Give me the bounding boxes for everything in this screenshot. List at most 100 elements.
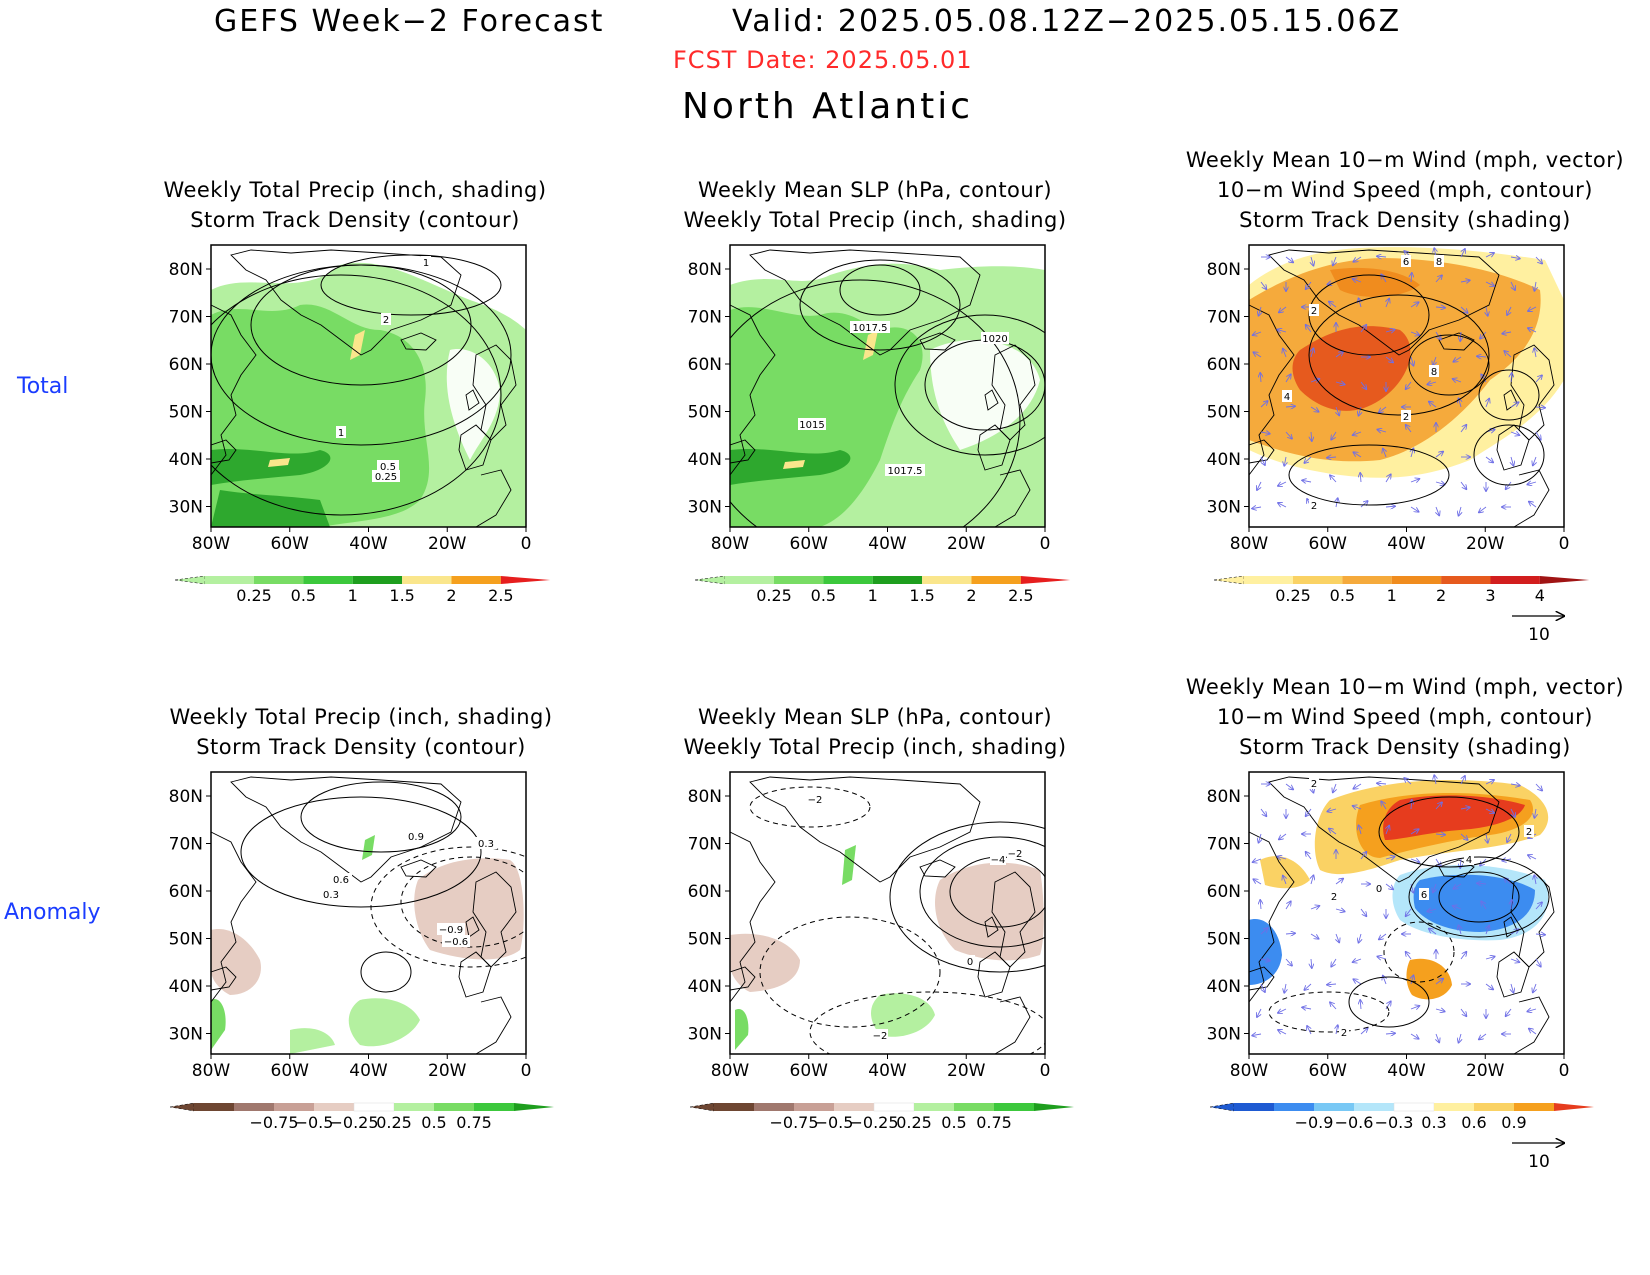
coastline (994, 996, 1031, 1054)
colorbar-swatch (1393, 1102, 1435, 1112)
contour-label-bg (336, 426, 346, 438)
wind-vector (1504, 351, 1512, 358)
colorbar-swatch (1434, 1103, 1474, 1111)
lat-tick-label: 30N (169, 1025, 203, 1045)
colorbar-swatch (922, 576, 972, 584)
wind-vector (1311, 256, 1313, 266)
contour-label-bg (421, 256, 431, 268)
wind-vector (1285, 406, 1295, 407)
wind-vector (1435, 834, 1445, 835)
coastline (472, 871, 517, 968)
coastline (211, 966, 237, 991)
contour-label-bg (381, 313, 391, 325)
wind-vector (1260, 900, 1261, 910)
colorbar-swatch (1514, 1103, 1554, 1111)
colorbar-label: 1 (868, 586, 878, 605)
coastline (1513, 996, 1550, 1054)
colorbar-label: 0.25 (1275, 586, 1311, 605)
coastline (1513, 469, 1550, 527)
wind-vector (1333, 256, 1336, 265)
contour-label: 0.3 (323, 890, 339, 901)
panel-title-total-wind: Weekly Mean 10−m Wind (mph, vector) 10−m… (1185, 148, 1625, 232)
lon-tick-label: 20W (947, 534, 986, 554)
wind-vector (1385, 857, 1395, 859)
lat-tick-label: 30N (1207, 498, 1241, 518)
wind-vector (1429, 929, 1437, 935)
coastline (458, 951, 492, 998)
wind-vector (1310, 379, 1319, 382)
wind-vector (1330, 475, 1337, 483)
contour-label-bg (442, 935, 470, 947)
colorbar-swatch (1391, 576, 1442, 584)
wind-vector (1353, 979, 1362, 985)
contour-label-bg (1309, 304, 1319, 316)
wind-vector (1277, 330, 1287, 332)
colorbar-label: −0.5 (815, 1113, 854, 1132)
wind-vector (1435, 802, 1442, 810)
coastline (991, 871, 1036, 968)
colorbar-swatch (774, 576, 824, 584)
coastline (994, 469, 1031, 527)
wind-vector (1535, 431, 1541, 440)
contour-label: 2 (1526, 827, 1532, 838)
wind-vector (1535, 256, 1542, 264)
wind-vector (1311, 958, 1312, 968)
wind-vector (1511, 373, 1512, 383)
colorbar-swatch (954, 1103, 994, 1111)
coastline (984, 389, 999, 411)
map-anom-precip: 0.9 0.3 0.6 0.3 −0.9−0.6 80N 70N 60N 50N 40N 30N 80… (169, 771, 531, 1081)
contour-line (1348, 976, 1430, 1028)
contour-label: 0 (1376, 884, 1382, 895)
lat-tick-label: 60N (1207, 355, 1241, 375)
panel-title-total-precip: Weekly Total Precip (inch, shading) Stor… (163, 178, 547, 232)
wind-vector (1353, 783, 1362, 789)
wind-vector (1377, 430, 1387, 432)
coastline (230, 776, 462, 883)
wind-vector (1486, 833, 1488, 843)
wind-vector (1485, 809, 1494, 813)
wind-vector (1360, 473, 1361, 483)
wind-vector (1306, 325, 1312, 333)
colorbar-swatch (352, 576, 403, 584)
contour-label-bg (1339, 1026, 1349, 1038)
colorbar-swatch (434, 1103, 474, 1111)
lon-tick-label: 40W (1387, 534, 1426, 554)
wind-vector (1259, 306, 1261, 316)
wind-vector (1510, 808, 1515, 817)
wind-vector (1353, 959, 1362, 962)
wind-vector (1360, 1028, 1368, 1035)
map-anom-wind: 2 2 4 6 2 0 2 80N 70N 60N 50N 40N 30N 80W 60W 40W 20W 0 (1207, 771, 1569, 1081)
contour-label: 4 (1284, 392, 1290, 403)
wind-vector (1535, 958, 1541, 967)
lon-tick-label: 80W (192, 1061, 231, 1081)
colorbar-label: 1 (1387, 586, 1397, 605)
colorbar-swatch (823, 576, 873, 584)
lat-tick-label: 80N (688, 787, 722, 807)
wind-vector (1383, 449, 1386, 458)
wind-vector (1453, 356, 1462, 362)
contour-label-bg (330, 873, 352, 885)
row-label-total: Total (17, 374, 69, 399)
lon-tick-label: 20W (947, 1061, 986, 1081)
colorbar-swatch (274, 1103, 314, 1111)
contour-label: 2 (1331, 892, 1337, 903)
wind-vector (1311, 348, 1313, 358)
wind-vector (1433, 356, 1436, 365)
coastline (991, 344, 1036, 441)
wind-vector (1507, 306, 1511, 315)
lat-tick-label: 80N (1207, 260, 1241, 280)
wind-vector (1480, 331, 1487, 339)
wind-vector (1507, 833, 1511, 842)
wind-vector (1327, 984, 1337, 985)
wind-vector (1410, 506, 1419, 512)
colorbar-swatch (1490, 576, 1540, 584)
wind-vector (1485, 983, 1493, 989)
lon-tick-label: 40W (349, 534, 388, 554)
wind-vector (1406, 425, 1412, 433)
wind-vector (1253, 879, 1262, 885)
colorbar-swatch (402, 576, 452, 584)
wind-vector (1285, 958, 1292, 966)
lat-tick-label: 70N (169, 835, 203, 855)
wind-vector (1429, 402, 1437, 408)
